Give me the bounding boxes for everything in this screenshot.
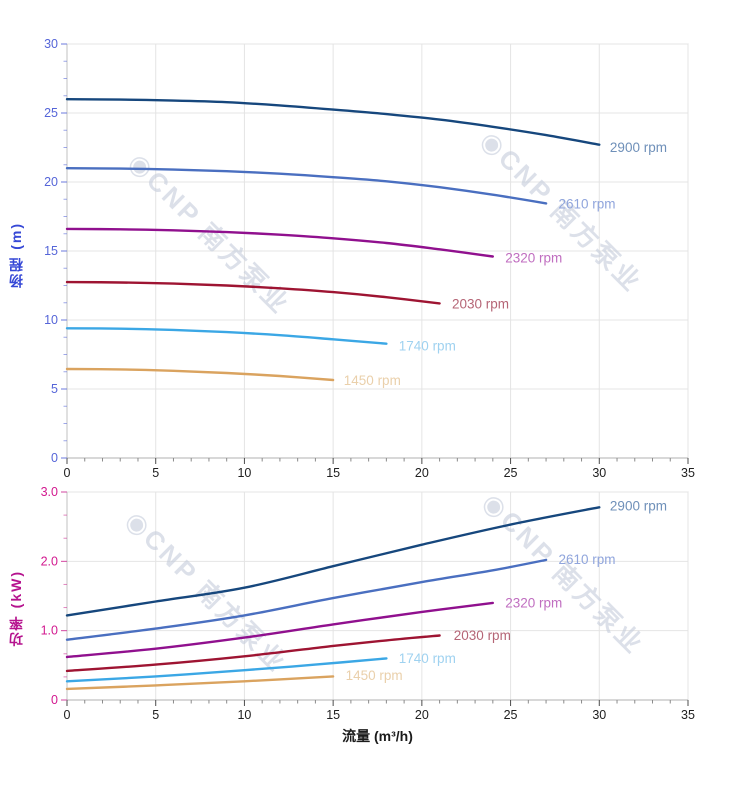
x-tick-label: 5: [152, 466, 159, 480]
x-tick-label: 20: [415, 708, 429, 722]
y-tick-label: 20: [44, 175, 58, 189]
curve-label-1740-rpm: 1740 rpm: [399, 339, 456, 354]
power-axis-title: 功率 (kW): [8, 570, 24, 647]
x-tick-label: 35: [681, 466, 695, 480]
x-tick-label: 5: [152, 708, 159, 722]
y-tick-label: 15: [44, 244, 58, 258]
x-tick-label: 35: [681, 708, 695, 722]
curve-label-1450-rpm: 1450 rpm: [346, 668, 403, 683]
curve-1740-rpm: [65, 657, 388, 683]
curve-2030-rpm: [65, 634, 441, 673]
y-tick-label: 2.0: [41, 554, 58, 568]
y-tick-label: 10: [44, 313, 58, 327]
curve-1740-rpm: [65, 327, 388, 345]
curve-label-1450-rpm: 1450 rpm: [344, 373, 401, 388]
curve-label-2610-rpm: 2610 rpm: [558, 552, 615, 567]
head-axis-title: 扬程 (m): [8, 222, 24, 288]
y-tick-label: 0: [51, 451, 58, 465]
curve-label-2610-rpm: 2610 rpm: [558, 197, 615, 212]
x-tick-label: 30: [592, 708, 606, 722]
x-tick-label: 10: [237, 466, 251, 480]
x-tick-label: 0: [64, 466, 71, 480]
curve-label-2030-rpm: 2030 rpm: [452, 297, 509, 312]
flow-axis-title: 流量 (m³/h): [342, 728, 413, 744]
curve-label-2900-rpm: 2900 rpm: [610, 140, 667, 155]
curve-label-2900-rpm: 2900 rpm: [610, 498, 667, 513]
curve-2900-rpm: [65, 98, 601, 146]
curve-2610-rpm: [65, 558, 548, 641]
y-tick-label: 0: [51, 693, 58, 707]
curve-1450-rpm: [65, 675, 335, 691]
curve-2610-rpm: [65, 167, 548, 205]
x-tick-label: 15: [326, 708, 340, 722]
x-tick-label: 25: [504, 466, 518, 480]
curve-2320-rpm: [65, 227, 494, 258]
curve-1450-rpm: [65, 367, 335, 382]
curve-label-2320-rpm: 2320 rpm: [505, 250, 562, 265]
brand-watermark: ◉CNP 南方泵业: [120, 505, 293, 678]
y-tick-label: 5: [51, 382, 58, 396]
curve-label-2030-rpm: 2030 rpm: [454, 628, 511, 643]
curve-2030-rpm: [65, 280, 441, 305]
x-tick-label: 15: [326, 466, 340, 480]
x-tick-label: 20: [415, 466, 429, 480]
x-tick-label: 10: [237, 708, 251, 722]
y-tick-label: 3.0: [41, 485, 58, 499]
y-tick-label: 1.0: [41, 624, 58, 638]
y-tick-label: 25: [44, 106, 58, 120]
curve-2320-rpm: [65, 601, 494, 659]
x-tick-label: 30: [592, 466, 606, 480]
curve-label-1740-rpm: 1740 rpm: [399, 651, 456, 666]
x-tick-label: 25: [504, 708, 518, 722]
y-tick-label: 30: [44, 37, 58, 51]
x-tick-label: 0: [64, 708, 71, 722]
curve-2900-rpm: [65, 506, 601, 617]
curve-label-2320-rpm: 2320 rpm: [505, 595, 562, 610]
